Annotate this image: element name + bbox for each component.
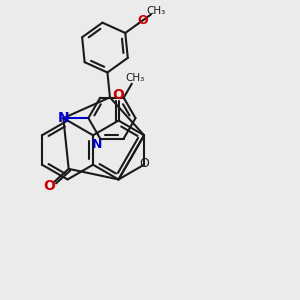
Text: CH₃: CH₃ [146, 6, 165, 16]
Text: O: O [44, 179, 56, 193]
Text: O: O [139, 157, 149, 170]
Text: CH₃: CH₃ [125, 73, 145, 83]
Text: N: N [92, 138, 102, 151]
Text: O: O [112, 88, 124, 102]
Text: N: N [58, 111, 69, 125]
Text: O: O [137, 14, 148, 27]
